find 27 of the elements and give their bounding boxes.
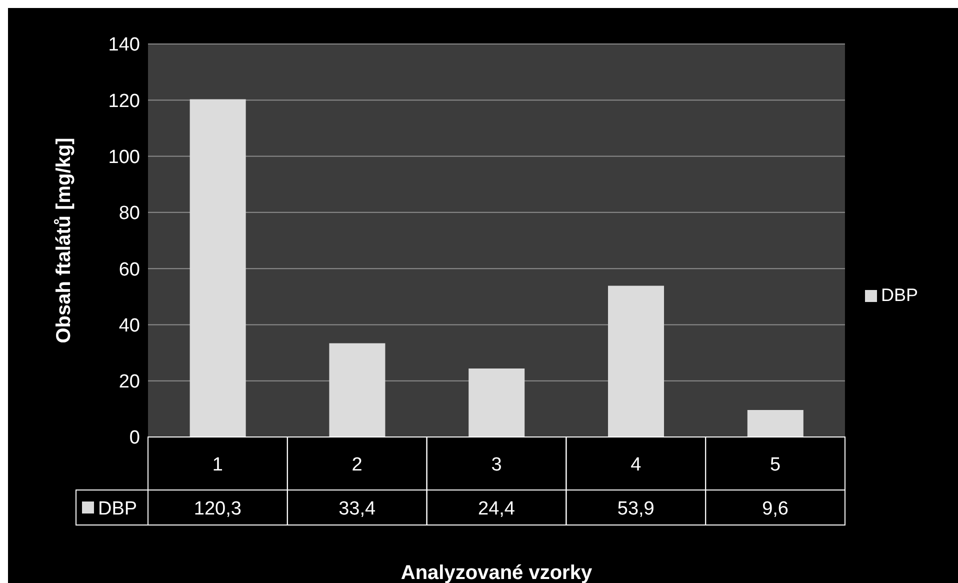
data-label: 53,9: [617, 498, 654, 520]
x-tick-label: 4: [630, 454, 642, 476]
y-tick-label: 80: [118, 203, 140, 224]
bar: [329, 343, 386, 437]
bar: [468, 368, 525, 437]
x-tick-label: 2: [352, 454, 362, 476]
x-tick-label: 5: [770, 454, 781, 476]
y-tick-label: 40: [118, 315, 140, 336]
y-tick-label: 20: [118, 372, 140, 393]
bar: [190, 99, 246, 437]
legend-label: DBP: [880, 285, 918, 306]
bar: [608, 286, 664, 437]
data-label: 33,4: [338, 498, 376, 520]
y-tick-label: 60: [118, 259, 140, 280]
x-tick-label: 1: [212, 454, 223, 476]
x-tick-label: 3: [491, 454, 502, 476]
y-tick-label: 120: [108, 90, 140, 112]
y-tick-label: 140: [108, 34, 140, 56]
y-tick-label: 0: [129, 428, 140, 449]
data-label: 9,6: [762, 498, 788, 520]
data-label: 24,4: [478, 498, 516, 520]
x-axis-title: Analyzované vzorky: [400, 562, 593, 583]
y-axis-title: Obsah ftalátů [mg/kg]: [53, 138, 76, 344]
data-label: 120,3: [194, 498, 242, 520]
text: DBP: [98, 498, 138, 520]
bar: [747, 410, 804, 437]
y-tick-label: 100: [108, 147, 140, 168]
